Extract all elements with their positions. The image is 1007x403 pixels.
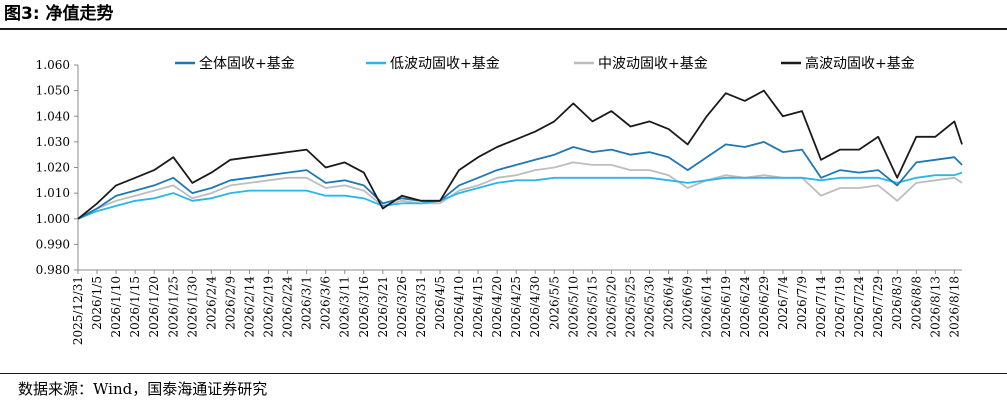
x-tick-label: 2026/8/8 [909,276,923,330]
x-tick-label: 2026/2/9 [223,276,237,330]
x-tick-label: 2026/1/30 [185,276,199,338]
x-tick-label: 2026/4/5 [433,276,447,330]
x-tick-label: 2026/3/11 [338,276,352,338]
x-tick-label: 2026/5/10 [566,276,580,338]
nav-line-chart: 0.980 0.990 1.000 1.010 1.020 1.030 1.040 1.050… [36,55,963,346]
legend-label-3: 中波动固收+基金 [598,55,708,72]
x-tick-label: 2026/7/14 [814,276,828,338]
bottom-rule [0,373,1007,374]
x-tick-label: 2026/8/18 [947,276,961,338]
x-tick-label: 2026/8/3 [890,276,904,330]
x-tick-label: 2026/6/24 [738,276,752,338]
series-line-3 [77,161,963,220]
x-tick-label: 2026/5/25 [624,276,638,338]
y-tick-label: 1.050 [36,84,70,98]
x-tick-label: 2026/7/9 [795,276,809,330]
x-tick-label: 2026/5/20 [604,276,618,338]
x-tick-label: 2026/8/13 [928,276,942,338]
x-tick-label: 2026/5/5 [547,276,561,330]
y-tick-label: 1.000 [36,212,70,226]
x-tick-label: 2026/7/19 [833,276,847,338]
y-tick-label: 1.010 [36,186,70,200]
x-tick-label: 2026/7/29 [871,276,885,338]
y-tick-label: 0.990 [36,237,70,251]
x-tick-label: 2026/1/25 [166,276,180,338]
x-tick-label: 2026/6/19 [719,276,733,338]
legend-label-2: 低波动固收+基金 [390,55,500,72]
x-tick-label: 2026/4/30 [528,276,542,338]
x-tick-label: 2026/3/1 [300,276,314,330]
x-tick-label: 2026/2/14 [242,276,256,338]
series-line-4 [77,89,963,220]
x-tick-label: 2026/3/26 [395,276,409,338]
figure-title: 图3: 净值走势 [4,4,114,24]
x-tick-label: 2026/4/20 [490,276,504,338]
x-tick-label: 2026/4/15 [471,276,485,338]
x-tick-label: 2026/5/15 [585,276,599,338]
x-tick-label: 2026/7/24 [852,276,866,338]
x-tick-label: 2026/3/31 [414,276,428,338]
legend-label-1: 全体固收+基金 [199,55,295,72]
x-tick-label: 2025/12/31 [71,276,85,345]
x-tick-label: 2026/1/15 [128,276,142,338]
top-rule [0,28,1007,30]
x-tick-label: 2026/1/5 [90,276,104,330]
x-tick-label: 2026/6/4 [662,276,676,330]
y-tick-label: 0.980 [36,263,70,277]
y-tick-label: 1.060 [36,58,70,72]
series-line-2 [77,171,963,220]
y-tick-label: 1.040 [36,109,70,123]
x-tick-label: 2026/5/30 [643,276,657,338]
x-tick-label: 2026/4/25 [509,276,523,338]
chart-axes [74,64,962,274]
x-tick-label: 2026/2/24 [281,276,295,338]
x-tick-label: 2026/1/20 [147,276,161,338]
x-tick-label: 2026/3/6 [319,276,333,330]
chart-legend: 全体固收+基金 低波动固收+基金 中波动固收+基金 高波动固收+基金 [175,55,915,72]
x-tick-label: 2026/2/4 [204,276,218,330]
y-tick-label: 1.030 [36,135,70,149]
x-tick-label: 2026/6/14 [700,276,714,338]
x-tick-label: 2026/3/16 [357,276,371,338]
legend-label-4: 高波动固收+基金 [805,55,915,72]
y-tick-label: 1.020 [36,161,70,175]
x-tick-label: 2026/7/4 [776,276,790,330]
x-tick-label: 2026/3/21 [376,276,390,338]
x-tick-label: 2026/6/29 [757,276,771,338]
x-tick-label: 2026/6/9 [681,276,695,330]
data-source-note: 数据来源：Wind，国泰海通证券研究 [18,380,268,398]
y-tick-labels: 0.980 0.990 1.000 1.010 1.020 1.030 1.040 1.050… [36,58,70,277]
series-lines [77,89,963,220]
series-line-1 [77,141,963,220]
x-tick-label: 2026/1/10 [109,276,123,338]
x-tick-labels: 2025/12/31 2026/1/5 2026/1/10 2026/1/15 2026… [71,276,961,346]
x-tick-label: 2026/2/19 [262,276,276,338]
x-tick-label: 2026/4/10 [452,276,466,338]
